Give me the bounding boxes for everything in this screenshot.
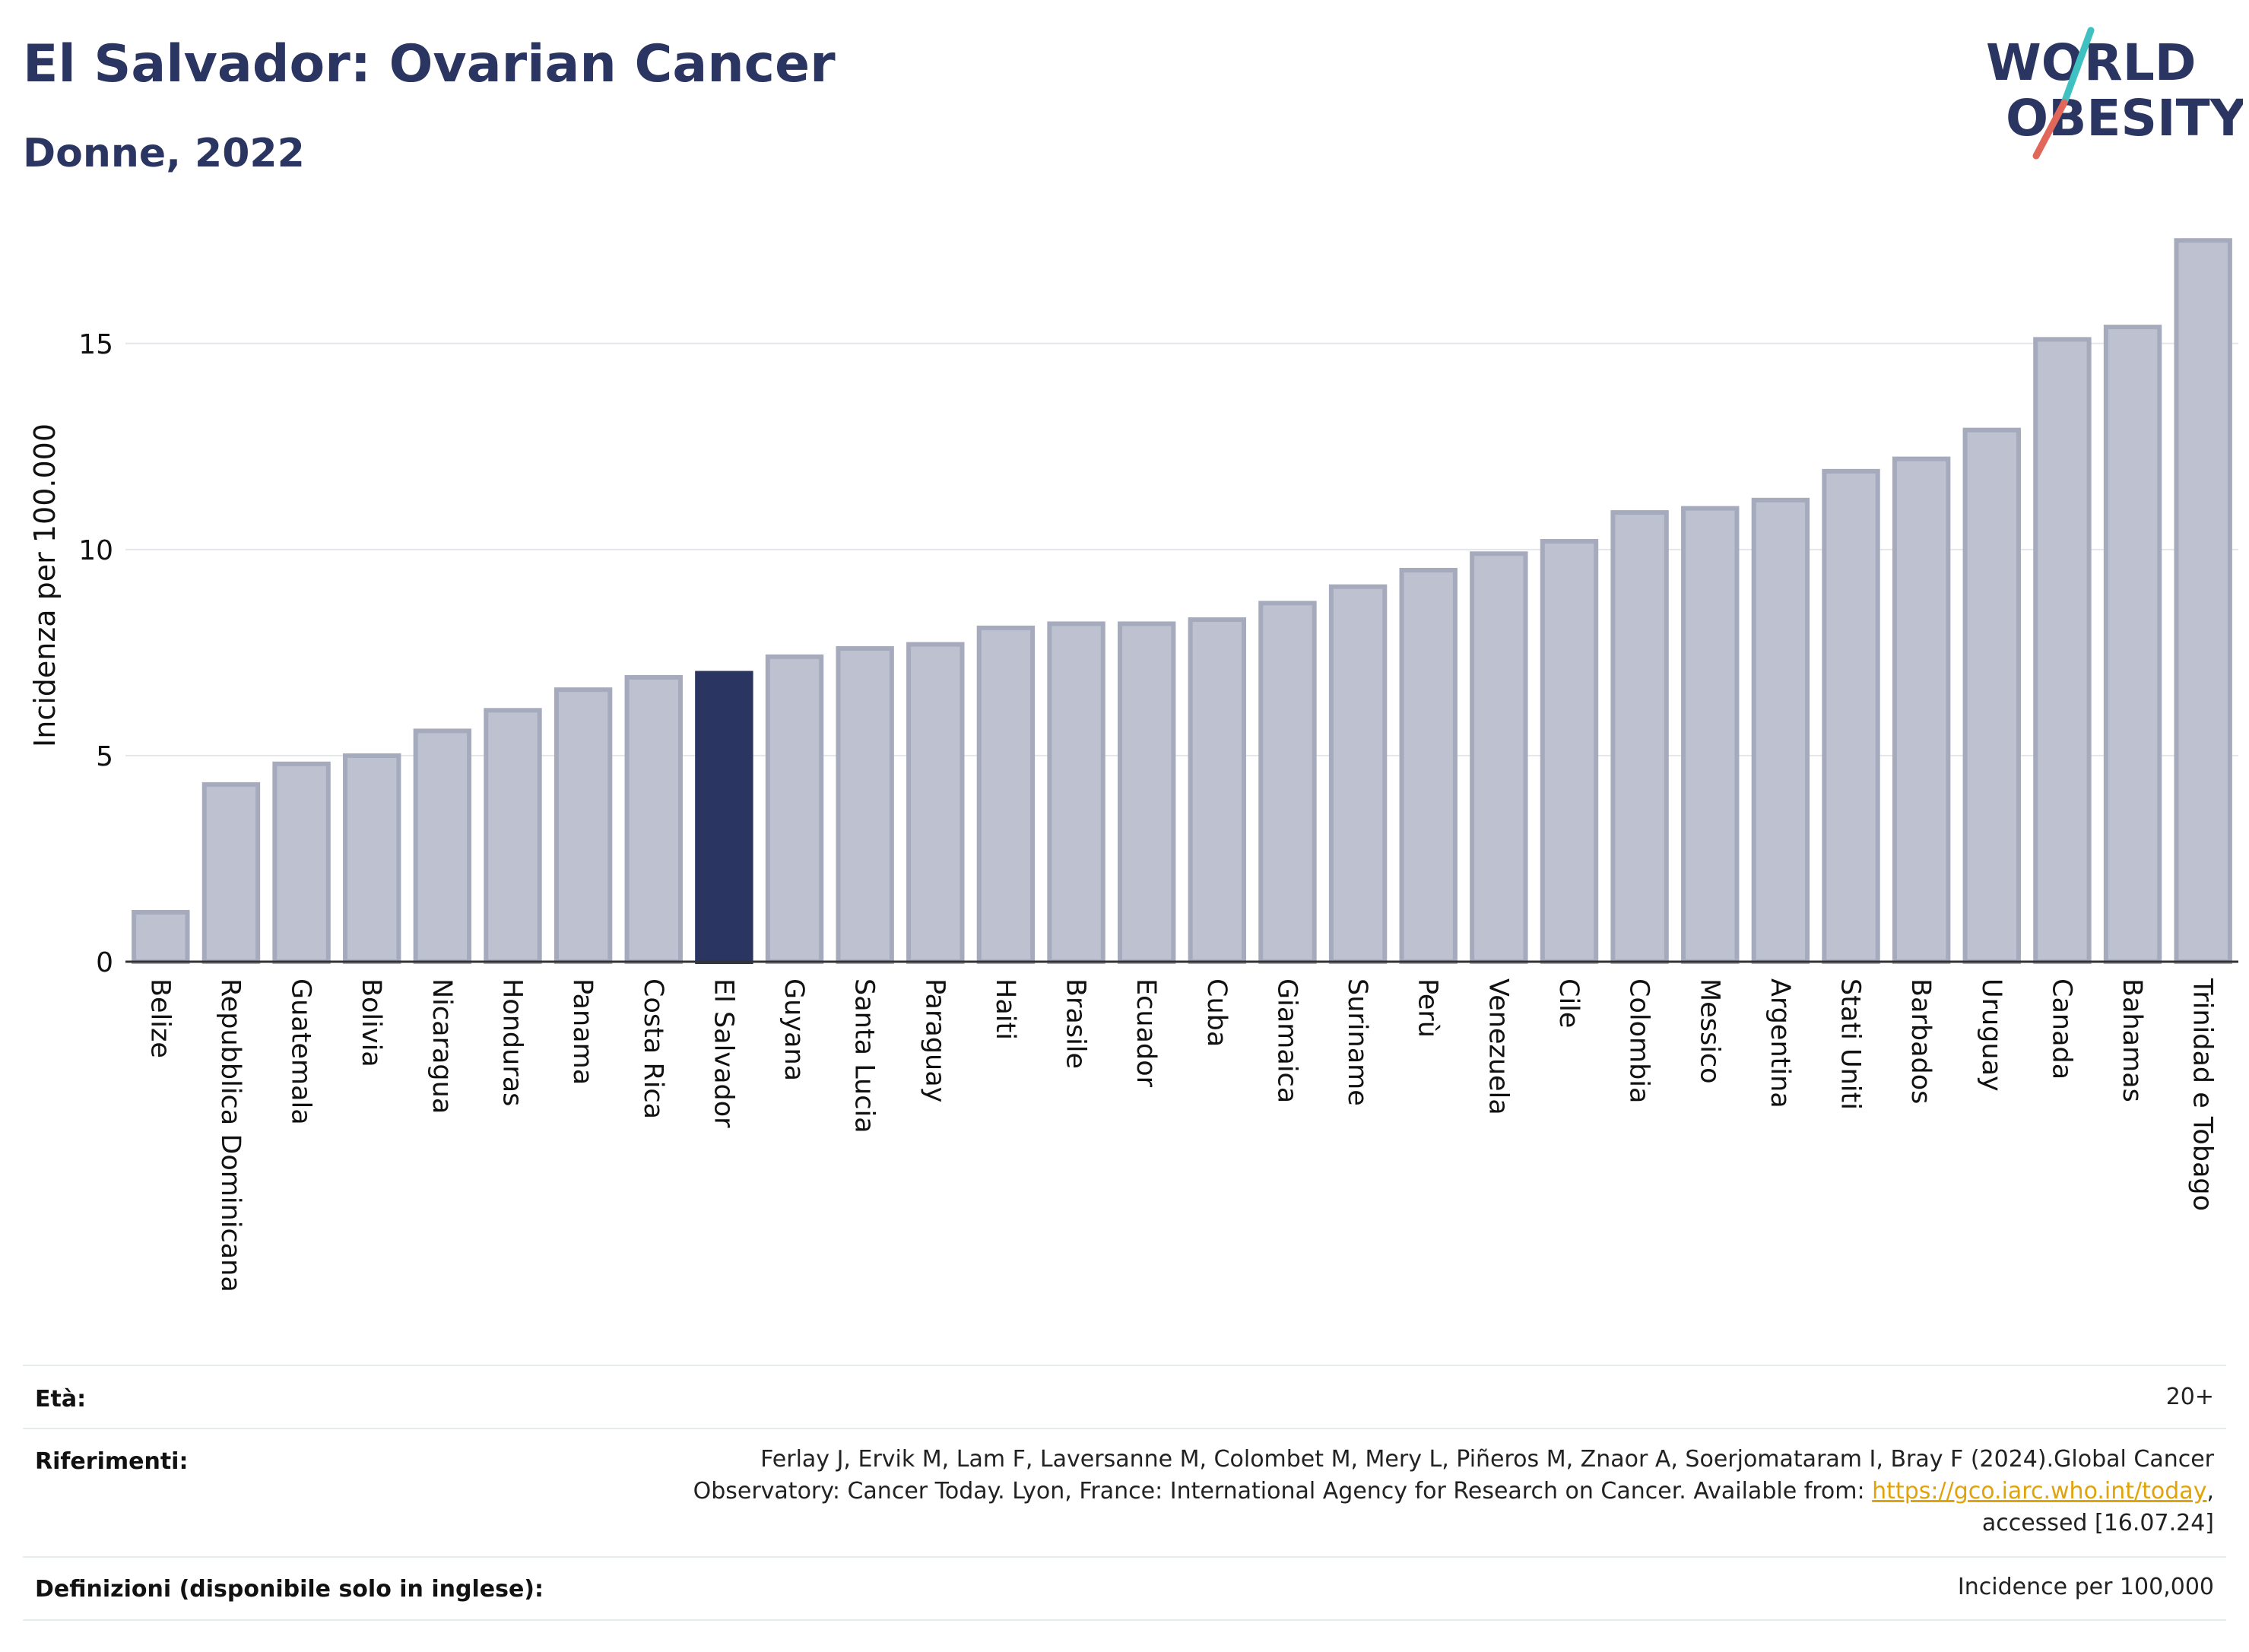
bar bbox=[201, 782, 261, 965]
age-label: Età: bbox=[35, 1386, 87, 1413]
y-axis-label: Incidenza per 100.000 bbox=[28, 423, 62, 747]
references-line-3: accessed [16.07.24] bbox=[1981, 1510, 2214, 1536]
bar bbox=[906, 642, 965, 964]
bar bbox=[413, 728, 472, 964]
page-subtitle: Donne, 2022 bbox=[23, 131, 305, 176]
bar bbox=[343, 753, 401, 964]
x-tick-label: Haiti bbox=[990, 978, 1020, 1040]
x-tick-label: Guyana bbox=[779, 978, 809, 1081]
definitions-value: Incidence per 100,000 bbox=[1957, 1574, 2214, 1600]
x-tick-label: Cuba bbox=[1201, 978, 1232, 1047]
references-link[interactable]: https://gco.iarc.who.int/today bbox=[1872, 1478, 2207, 1505]
x-tick-label: Bolivia bbox=[356, 978, 386, 1067]
x-tick-label: Argentina bbox=[1765, 978, 1795, 1108]
references-line-1: Ferlay J, Ervik M, Lam F, Laversanne M, … bbox=[760, 1446, 2214, 1473]
x-tick-label: El Salvador bbox=[708, 978, 738, 1128]
bar bbox=[624, 674, 683, 964]
bar bbox=[1188, 617, 1247, 964]
x-tick-label: Panama bbox=[567, 978, 598, 1085]
bar bbox=[2033, 337, 2092, 964]
references-line-2: Observatory: Cancer Today. Lyon, France:… bbox=[389, 1476, 2214, 1508]
bar bbox=[1822, 468, 1880, 964]
x-tick-label: Repubblica Dominicana bbox=[215, 978, 246, 1292]
logo-line-1: WORLD bbox=[1986, 33, 2197, 92]
bar bbox=[1540, 539, 1599, 964]
x-tick-label: Barbados bbox=[1905, 978, 1936, 1104]
x-tick-label: Perù bbox=[1413, 978, 1443, 1038]
bar bbox=[1470, 551, 1528, 964]
bar bbox=[1328, 584, 1388, 964]
x-tick-label: Uruguay bbox=[1976, 978, 2006, 1092]
x-tick-label: Nicaragua bbox=[427, 978, 457, 1114]
x-tick-label: Trinidad e Tobago bbox=[2187, 978, 2218, 1211]
x-tick-label: Santa Lucia bbox=[849, 978, 880, 1134]
bar bbox=[1610, 510, 1669, 964]
references-label: Riferimenti: bbox=[35, 1448, 189, 1475]
logo-slash-top bbox=[2060, 27, 2095, 106]
x-tick-label: Colombia bbox=[1624, 978, 1654, 1103]
x-tick-label: Costa Rica bbox=[638, 978, 668, 1119]
page-title: El Salvador: Ovarian Cancer bbox=[23, 34, 836, 94]
divider bbox=[23, 1428, 2226, 1429]
x-tick-label: Giamaica bbox=[1271, 978, 1302, 1103]
logo-slash-bottom bbox=[2032, 99, 2068, 160]
bar bbox=[1399, 567, 1458, 964]
x-tick-label: Paraguay bbox=[919, 978, 950, 1102]
world-obesity-logo: WORLD OBESITY bbox=[1986, 27, 2243, 160]
bar bbox=[836, 645, 894, 964]
y-tick-label: 15 bbox=[78, 329, 113, 360]
divider bbox=[23, 1556, 2226, 1558]
bar bbox=[1892, 456, 1951, 964]
bar bbox=[976, 625, 1036, 964]
x-tick-labels: Belize Repubblica Dominicana Guatemala Boli… bbox=[144, 978, 2217, 1292]
x-tick-label: Messico bbox=[1694, 978, 1724, 1084]
x-tick-label: Ecuador bbox=[1131, 978, 1161, 1088]
references-line-2-text: Observatory: Cancer Today. Lyon, France:… bbox=[693, 1478, 1873, 1505]
x-tick-label: Bahamas bbox=[2117, 978, 2147, 1102]
x-tick-label: Brasile bbox=[1061, 978, 1091, 1069]
references-line-2-end: , bbox=[2206, 1478, 2214, 1505]
x-tick-label: Belize bbox=[144, 978, 175, 1058]
bar bbox=[484, 708, 542, 964]
definitions-label: Definizioni (disponibile solo in inglese… bbox=[35, 1576, 544, 1603]
x-tick-label: Venezuela bbox=[1483, 978, 1513, 1115]
divider bbox=[23, 1619, 2226, 1621]
bar bbox=[1962, 427, 2021, 964]
bar bbox=[1258, 601, 1317, 965]
bar bbox=[1751, 497, 1810, 964]
y-tick-label: 5 bbox=[96, 741, 113, 772]
bar bbox=[1047, 621, 1105, 965]
bar bbox=[2174, 238, 2232, 964]
x-tick-label: Honduras bbox=[496, 978, 527, 1106]
bar-highlighted bbox=[695, 671, 753, 964]
references-value: Ferlay J, Ervik M, Lam F, Laversanne M, … bbox=[389, 1444, 2214, 1539]
gridlines bbox=[125, 342, 2238, 756]
y-tick-labels: 0 5 10 15 bbox=[78, 329, 113, 978]
bar bbox=[272, 761, 331, 964]
age-value: 20+ bbox=[2165, 1384, 2214, 1410]
bar bbox=[132, 909, 190, 965]
x-tick-label: Guatemala bbox=[286, 978, 316, 1125]
x-tick-label: Suriname bbox=[1342, 978, 1372, 1106]
bar bbox=[1681, 506, 1740, 964]
bar bbox=[2103, 325, 2162, 964]
x-tick-label: Stati Uniti bbox=[1835, 978, 1866, 1110]
bars bbox=[132, 238, 2232, 965]
bar bbox=[765, 654, 824, 965]
y-tick-label: 10 bbox=[78, 535, 113, 566]
divider bbox=[23, 1365, 2226, 1366]
x-tick-label: Cile bbox=[1553, 978, 1584, 1028]
bar-chart: 0 5 10 15 Belize Repubblica Dominicana Guatem… bbox=[28, 238, 2238, 1292]
x-tick-label: Canada bbox=[2046, 978, 2076, 1080]
bar bbox=[1117, 621, 1176, 965]
bar bbox=[554, 687, 613, 965]
y-tick-label: 0 bbox=[96, 947, 113, 978]
info-panel: Età: 20+ Riferimenti: Ferlay J, Ervik M,… bbox=[23, 1365, 2226, 1638]
